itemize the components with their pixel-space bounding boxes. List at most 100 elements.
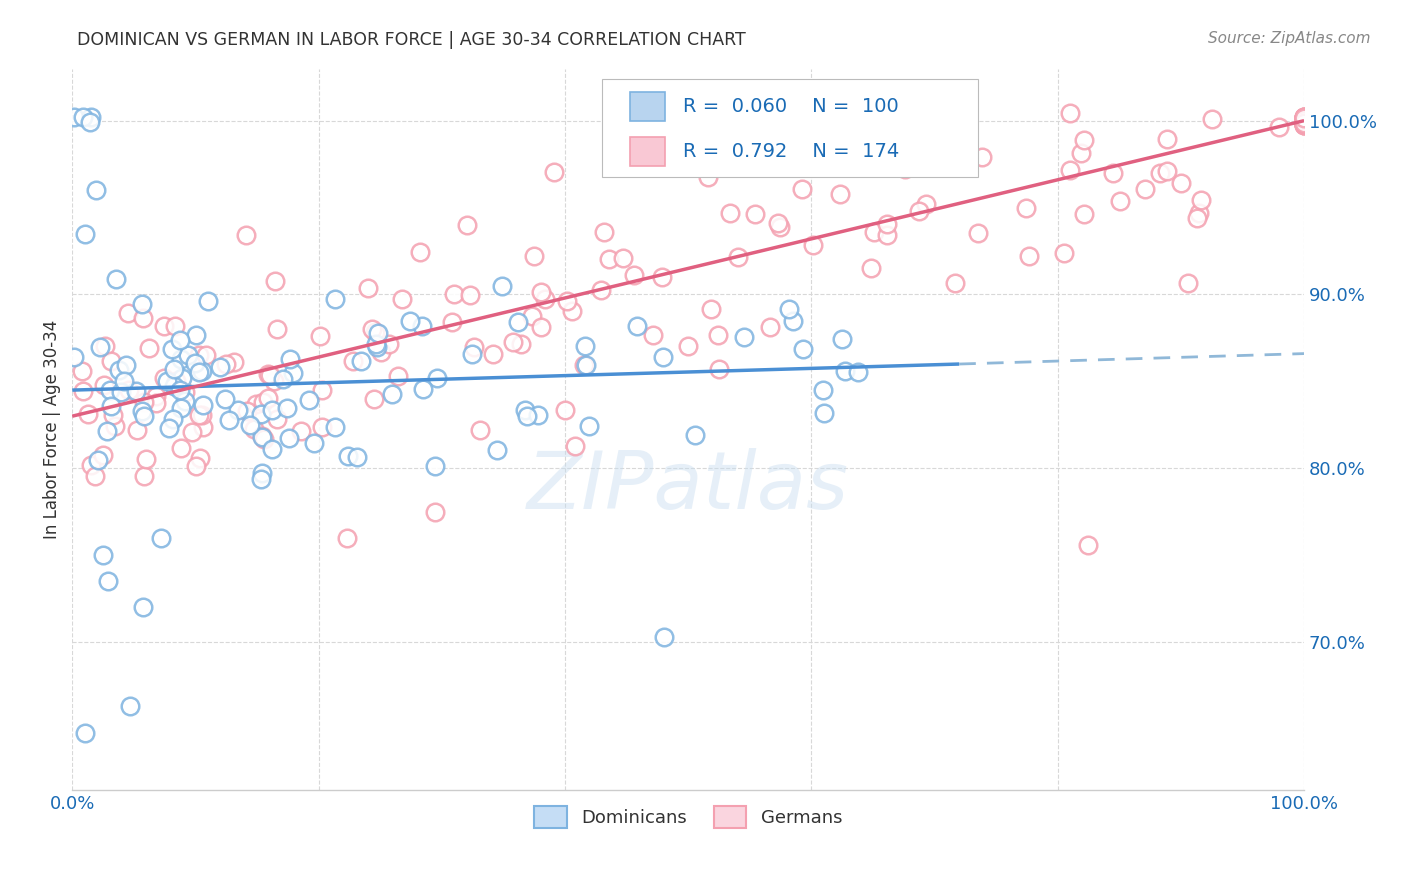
Point [943, 277, 966, 291]
Point [127, 423, 149, 437]
Point [191, 398, 214, 412]
Point [101, 408, 124, 422]
Point [778, 301, 800, 316]
Point [598, 252, 620, 266]
Point [93, 548, 115, 562]
Point [252, 395, 274, 409]
Point [118, 383, 141, 397]
Point [1077, 538, 1099, 552]
Point [165, 374, 187, 388]
Point [94, 339, 117, 353]
Point [378, 337, 401, 351]
Point [250, 430, 273, 444]
Point [513, 403, 536, 417]
Point [1294, 113, 1316, 128]
Point [191, 420, 214, 434]
Point [1294, 113, 1316, 128]
Point [155, 374, 177, 388]
Point [308, 329, 330, 343]
Point [527, 408, 550, 422]
Point [169, 333, 191, 347]
Point [257, 367, 280, 381]
Point [1073, 207, 1095, 221]
Point [1294, 112, 1316, 126]
Point [162, 411, 184, 425]
Point [367, 326, 389, 340]
Point [214, 392, 236, 406]
Point [370, 345, 392, 359]
Point [209, 360, 232, 375]
Point [1188, 206, 1211, 220]
Point [1070, 146, 1092, 161]
Point [733, 330, 755, 344]
Point [1294, 112, 1316, 127]
Point [336, 450, 359, 464]
Point [104, 419, 127, 434]
Point [153, 319, 176, 334]
Point [1294, 114, 1316, 128]
Point [132, 469, 155, 483]
Point [135, 452, 157, 467]
Point [131, 297, 153, 311]
Point [323, 292, 346, 306]
Point [1156, 163, 1178, 178]
Point [132, 409, 155, 423]
Point [1201, 112, 1223, 126]
Point [191, 408, 214, 422]
Point [80, 110, 103, 124]
Point [623, 268, 645, 283]
Point [93, 377, 115, 392]
Point [1177, 276, 1199, 290]
Point [555, 293, 578, 308]
Point [811, 383, 834, 397]
Point [76, 407, 98, 421]
Point [1149, 166, 1171, 180]
Point [278, 352, 301, 367]
Point [100, 354, 122, 368]
Text: ZIPatlas: ZIPatlas [527, 448, 849, 526]
Point [281, 366, 304, 380]
Point [1294, 118, 1316, 132]
Point [1294, 117, 1316, 131]
Point [1109, 194, 1132, 208]
Point [411, 319, 433, 334]
Point [564, 439, 586, 453]
Point [311, 419, 333, 434]
Point [271, 372, 294, 386]
Point [530, 285, 553, 300]
Point [177, 349, 200, 363]
Point [468, 423, 491, 437]
Point [72, 110, 94, 124]
Point [311, 383, 333, 397]
Point [173, 393, 195, 408]
Point [1073, 133, 1095, 147]
Point [163, 379, 186, 393]
Point [170, 352, 193, 367]
Point [87, 452, 110, 467]
Point [243, 422, 266, 436]
Point [456, 218, 478, 232]
Point [169, 384, 191, 398]
Point [72, 384, 94, 398]
Point [423, 459, 446, 474]
Point [131, 310, 153, 325]
Point [96, 424, 118, 438]
Point [249, 407, 271, 421]
Point [180, 425, 202, 439]
Point [183, 355, 205, 369]
Point [846, 365, 869, 379]
Point [132, 600, 155, 615]
Point [266, 412, 288, 426]
Point [523, 249, 546, 263]
Point [131, 404, 153, 418]
Point [1294, 111, 1316, 125]
Point [188, 409, 211, 423]
Point [578, 419, 600, 434]
Point [1294, 115, 1316, 129]
Point [89, 340, 111, 354]
Point [412, 382, 434, 396]
Point [1059, 163, 1081, 178]
Point [357, 281, 380, 295]
Point [409, 245, 432, 260]
Point [461, 347, 484, 361]
